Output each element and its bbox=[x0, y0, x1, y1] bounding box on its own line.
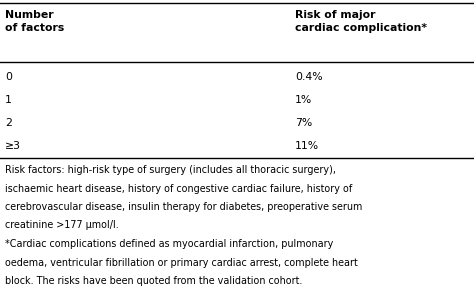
Text: 2: 2 bbox=[5, 118, 12, 128]
Text: block. The risks have been quoted from the validation cohort.: block. The risks have been quoted from t… bbox=[5, 276, 302, 286]
Text: oedema, ventricular fibrillation or primary cardiac arrest, complete heart: oedema, ventricular fibrillation or prim… bbox=[5, 258, 358, 268]
Text: *Cardiac complications defined as myocardial infarction, pulmonary: *Cardiac complications defined as myocar… bbox=[5, 239, 333, 249]
Text: 1: 1 bbox=[5, 95, 12, 105]
Text: 0.4%: 0.4% bbox=[295, 72, 323, 82]
Text: 11%: 11% bbox=[295, 141, 319, 151]
Text: Risk of major
cardiac complication*: Risk of major cardiac complication* bbox=[295, 10, 427, 33]
Text: Risk factors: high-risk type of surgery (includes all thoracic surgery),: Risk factors: high-risk type of surgery … bbox=[5, 165, 336, 175]
Text: 0: 0 bbox=[5, 72, 12, 82]
Text: creatinine >177 μmol/l.: creatinine >177 μmol/l. bbox=[5, 220, 119, 230]
Text: cerebrovascular disease, insulin therapy for diabetes, preoperative serum: cerebrovascular disease, insulin therapy… bbox=[5, 202, 363, 212]
Text: ≥3: ≥3 bbox=[5, 141, 21, 151]
Text: 1%: 1% bbox=[295, 95, 312, 105]
Text: Number
of factors: Number of factors bbox=[5, 10, 64, 33]
Text: 7%: 7% bbox=[295, 118, 312, 128]
Text: ischaemic heart disease, history of congestive cardiac failure, history of: ischaemic heart disease, history of cong… bbox=[5, 183, 352, 193]
